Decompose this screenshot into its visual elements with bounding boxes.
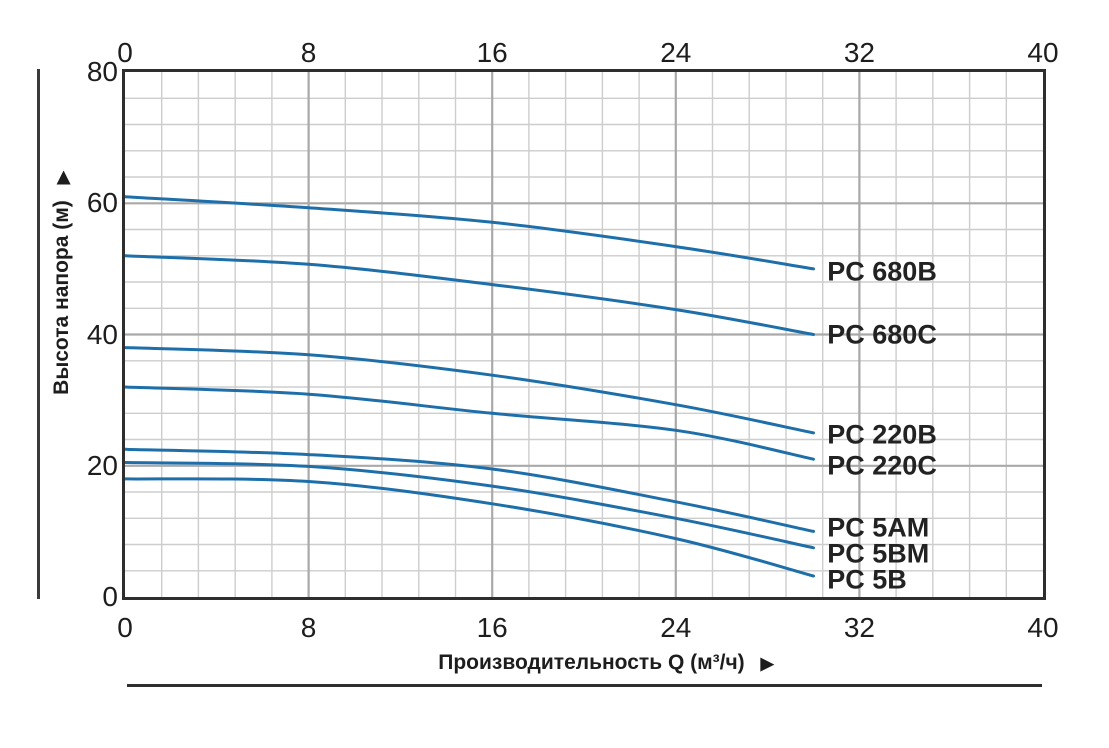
curve-pc-680b [125, 195, 815, 271]
x-axis-title-text: Производительность Q (м³/ч) [438, 651, 745, 674]
right-arrow-icon: ▶ [760, 653, 774, 673]
series-label-pc-5bm: PC 5BM [827, 538, 930, 569]
y-axis-title-text: Высота напора (м) [50, 200, 73, 395]
x-axis-title: Производительность Q (м³/ч) ▶ [438, 651, 773, 675]
y-tick-20: 20 [86, 449, 118, 481]
x-tick-top-16: 16 [476, 37, 508, 68]
x-tick-bottom-0: 0 [117, 612, 133, 643]
x-tick-top-8: 8 [300, 37, 317, 68]
curve-pc-220c [125, 385, 815, 461]
y-tick-0: 0 [102, 581, 118, 612]
y-tick-80: 80 [86, 56, 118, 87]
series-label-pc-680b: PC 680B [827, 256, 937, 287]
up-arrow-icon: ▶ [52, 171, 72, 185]
y-axis-decorative-line [37, 69, 40, 599]
plot-area [122, 69, 1046, 600]
curve-pc-5am [125, 447, 815, 533]
y-tick-60: 60 [86, 187, 118, 219]
series-label-pc-680c: PC 680C [827, 319, 937, 350]
x-tick-top-32: 32 [843, 37, 875, 68]
curve-pc-220b [125, 346, 815, 435]
x-axis-decorative-line [127, 684, 1042, 687]
x-tick-bottom-16: 16 [476, 612, 508, 643]
series-label-pc-220b: PC 220B [827, 419, 937, 450]
x-tick-bottom-40: 40 [1027, 612, 1059, 643]
x-tick-bottom-24: 24 [660, 612, 692, 643]
x-tick-top-24: 24 [660, 37, 692, 68]
curve-pc-680c [125, 254, 815, 336]
x-tick-top-40: 40 [1027, 37, 1059, 68]
x-tick-bottom-8: 8 [300, 612, 317, 643]
x-tick-top-0: 0 [117, 37, 133, 68]
series-label-pc-5am: PC 5AM [827, 512, 930, 543]
curve-pc-5b [125, 477, 815, 578]
series-label-pc-5b: PC 5B [827, 564, 907, 595]
plot-svg [125, 72, 1043, 597]
x-tick-bottom-32: 32 [843, 612, 875, 643]
curve-pc-5bm [125, 461, 815, 550]
series-label-pc-220c: PC 220C [827, 450, 937, 481]
y-tick-40: 40 [86, 318, 118, 350]
